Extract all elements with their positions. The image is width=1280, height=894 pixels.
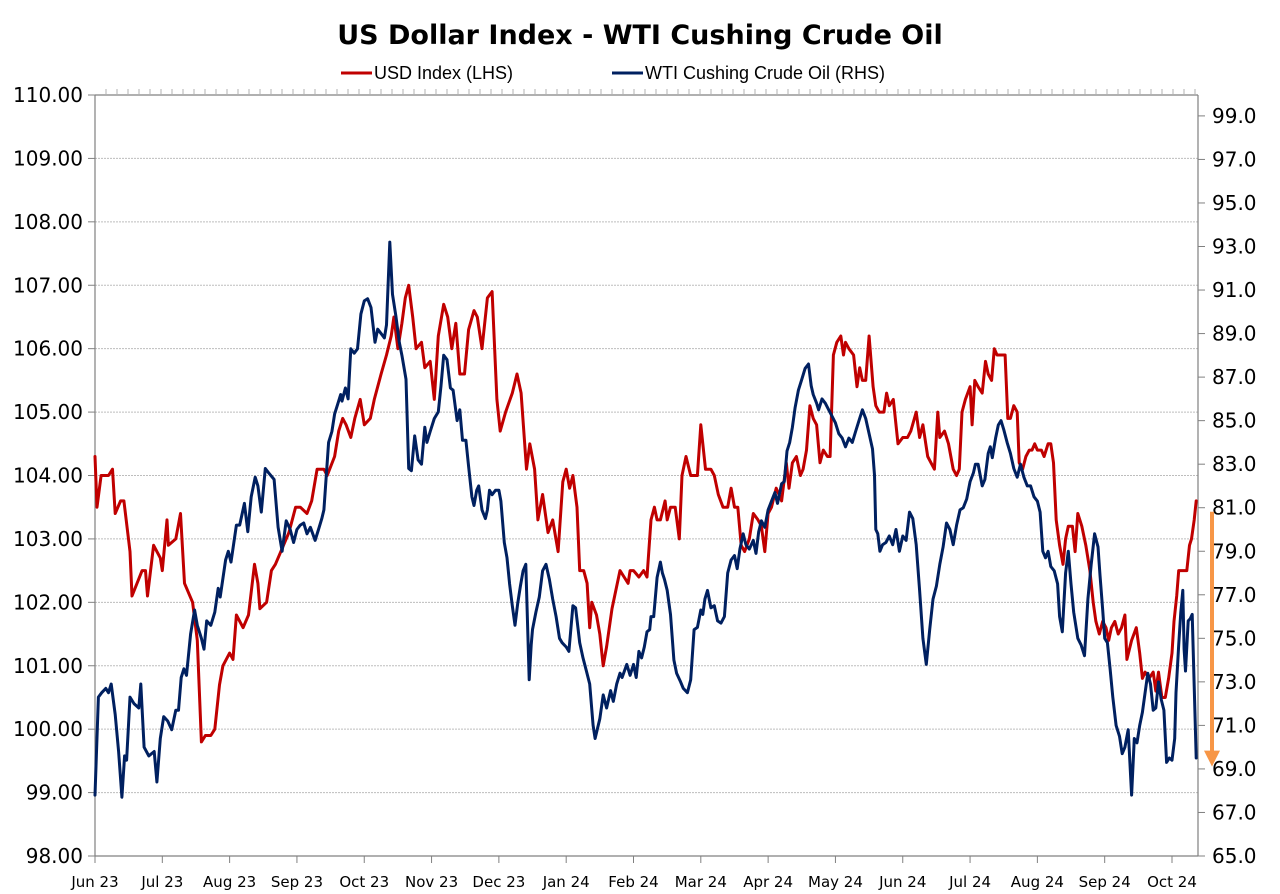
usd-index-line — [93, 283, 1198, 744]
right-tick-label: 97.0 — [1212, 147, 1257, 171]
x-tick-label: Aug 23 — [203, 873, 256, 891]
series-lines — [93, 240, 1198, 799]
chart-title: US Dollar Index - WTI Cushing Crude Oil — [337, 20, 943, 51]
right-tick-label: 77.0 — [1212, 583, 1257, 607]
left-tick-label: 110.00 — [13, 83, 83, 107]
right-tick-label: 93.0 — [1212, 235, 1257, 259]
right-tick-label: 65.0 — [1212, 844, 1257, 868]
legend-label-wti: WTI Cushing Crude Oil (RHS) — [645, 63, 885, 83]
x-tick-label: Oct 24 — [1147, 873, 1197, 891]
right-tick-label: 85.0 — [1212, 409, 1257, 433]
x-axis-ticks: Jun 23 Jul 23 Aug 23 Sep 23 Oct 23 Nov 23 Dec … — [70, 856, 1197, 891]
left-tick-label: 103.00 — [13, 527, 83, 551]
left-tick-label: 106.00 — [13, 337, 83, 361]
right-tick-label: 83.0 — [1212, 452, 1257, 476]
right-tick-label: 91.0 — [1212, 278, 1257, 302]
left-tick-label: 101.00 — [13, 654, 83, 678]
right-tick-label: 89.0 — [1212, 322, 1257, 346]
right-tick-label: 87.0 — [1212, 365, 1257, 389]
left-tick-label: 108.00 — [13, 210, 83, 234]
right-tick-label: 69.0 — [1212, 757, 1257, 781]
x-tick-label: Jan 24 — [542, 873, 590, 891]
right-tick-label: 99.0 — [1212, 104, 1257, 128]
wti-crude-line — [93, 240, 1198, 799]
left-tick-label: 100.00 — [13, 717, 83, 741]
x-tick-label: Nov 23 — [405, 873, 458, 891]
x-tick-label: Apr 24 — [743, 873, 793, 891]
right-tick-label: 75.0 — [1212, 626, 1257, 650]
left-tick-label: 98.00 — [26, 844, 83, 868]
right-axis-ticks: 65.0 67.0 69.0 71.0 73.0 75.0 77.0 79.0 81.0 83.0… — [1198, 104, 1257, 868]
left-tick-label: 102.00 — [13, 590, 83, 614]
annotation-arrow — [1204, 511, 1220, 767]
legend: USD Index (LHS) WTI Cushing Crude Oil (R… — [341, 63, 885, 83]
legend-label-usd: USD Index (LHS) — [374, 63, 513, 83]
x-tick-label: Mar 24 — [675, 873, 727, 891]
left-tick-label: 99.00 — [26, 781, 83, 805]
right-tick-label: 95.0 — [1212, 191, 1257, 215]
arrow-head — [1204, 750, 1220, 767]
right-tick-label: 67.0 — [1212, 800, 1257, 824]
x-tick-label: Sep 23 — [271, 873, 323, 891]
x-tick-label: May 24 — [808, 873, 863, 891]
x-tick-label: Jul 23 — [140, 873, 183, 891]
x-tick-label: Feb 24 — [608, 873, 658, 891]
x-tick-label: Jun 24 — [878, 873, 926, 891]
right-tick-label: 71.0 — [1212, 713, 1257, 737]
x-tick-label: Dec 23 — [472, 873, 525, 891]
left-tick-label: 105.00 — [13, 400, 83, 424]
right-tick-label: 73.0 — [1212, 670, 1257, 694]
x-tick-label: Aug 24 — [1011, 873, 1064, 891]
x-tick-label: Oct 23 — [339, 873, 389, 891]
axes — [94, 89, 1199, 857]
left-tick-label: 109.00 — [13, 146, 83, 170]
right-tick-label: 81.0 — [1212, 496, 1257, 520]
left-tick-label: 107.00 — [13, 273, 83, 297]
left-axis-ticks: 98.00 99.00 100.00 101.00 102.00 103.00 104.00… — [13, 83, 95, 868]
right-tick-label: 79.0 — [1212, 539, 1257, 563]
left-tick-label: 104.00 — [13, 464, 83, 488]
x-tick-label: Sep 24 — [1079, 873, 1131, 891]
gridlines — [95, 157, 1198, 794]
x-tick-label: Jul 24 — [948, 873, 991, 891]
x-tick-label: Jun 23 — [70, 873, 118, 891]
